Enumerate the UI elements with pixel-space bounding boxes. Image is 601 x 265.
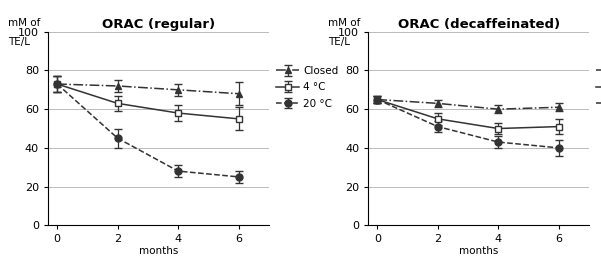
Legend: Closed, 4 °C, 20 °C: Closed, 4 °C, 20 °C (596, 66, 601, 109)
Text: TE/L: TE/L (329, 37, 350, 47)
Title: ORAC (decaffeinated): ORAC (decaffeinated) (397, 18, 560, 31)
Text: TE/L: TE/L (8, 37, 30, 47)
Text: mM of: mM of (329, 18, 361, 28)
Title: ORAC (regular): ORAC (regular) (102, 18, 215, 31)
Legend: Closed, 4 °C, 20 °C: Closed, 4 °C, 20 °C (276, 66, 338, 109)
X-axis label: months: months (139, 246, 178, 256)
Text: mM of: mM of (8, 18, 41, 28)
X-axis label: months: months (459, 246, 498, 256)
